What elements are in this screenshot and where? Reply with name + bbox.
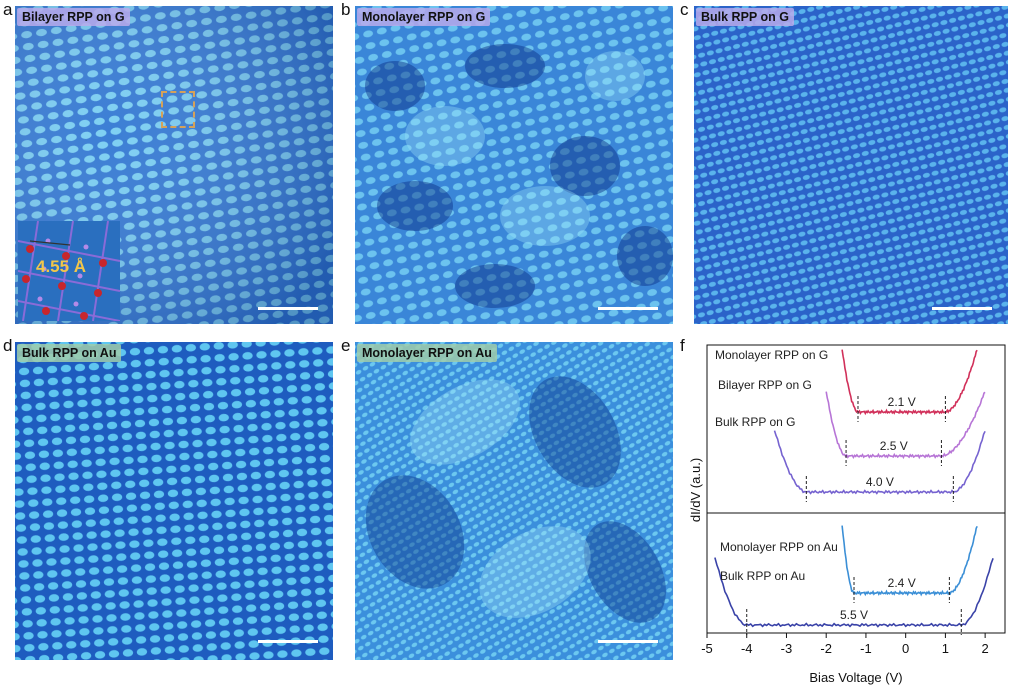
x-tick-label: 1: [942, 641, 949, 656]
x-tick-label: -1: [860, 641, 872, 656]
x-tick-label: -4: [741, 641, 753, 656]
stm-image-b: Monolayer RPP on G: [355, 6, 673, 324]
lattice-constant-label: 4.55 Å: [36, 257, 87, 276]
scale-bar-c: [932, 307, 992, 310]
crystal-structure-inset: 4.55 Å: [18, 221, 120, 321]
plot-frame: [706, 344, 1006, 634]
selection-box: [161, 91, 195, 128]
x-axis: -5 -4 -3 -2 -1 0 1 2: [701, 633, 989, 656]
x-tick-label: 2: [982, 641, 989, 656]
stm-image-c: Bulk RPP on G: [694, 6, 1008, 324]
panel-a-tag: Bilayer RPP on G: [17, 8, 130, 26]
stm-lattice-b: [355, 6, 673, 324]
panel-d-tag: Bulk RPP on Au: [17, 344, 122, 362]
spectrum-curve: [841, 349, 978, 416]
gap-label: 5.5 V: [840, 608, 868, 622]
stm-lattice-c: [694, 6, 1008, 324]
stm-lattice-e: [355, 342, 673, 660]
panel-letter-a: a: [3, 0, 13, 19]
stm-image-e: Monolayer RPP on Au: [355, 342, 673, 660]
series-label: Bulk RPP on G: [715, 415, 795, 429]
gap-label: 4.0 V: [866, 475, 894, 489]
spectra-curves: [714, 349, 994, 635]
x-tick-label: -3: [781, 641, 793, 656]
scale-bar-d: [258, 640, 318, 643]
spectrum-curve: [773, 430, 986, 495]
x-tick-label: 0: [902, 641, 909, 656]
series-label: Bulk RPP on Au: [720, 569, 805, 583]
scale-bar-e: [598, 640, 658, 643]
panel-letter-c: c: [680, 0, 689, 19]
panel-e-tag: Monolayer RPP on Au: [357, 344, 497, 362]
panel-letter-e: e: [341, 336, 351, 355]
panel-letter-d: d: [3, 336, 13, 355]
spectrum-curve: [825, 391, 986, 460]
series-label: Monolayer RPP on G: [715, 348, 828, 362]
panel-letter-f: f: [680, 336, 685, 355]
spectra-labels: Monolayer RPP on G 2.1 V Bilayer RPP on G 2…: [715, 348, 916, 622]
panel-letter-b: b: [341, 0, 351, 19]
series-label: Bilayer RPP on G: [718, 378, 812, 392]
gap-label: 2.4 V: [888, 576, 916, 590]
spectrum-curve: [841, 525, 978, 597]
scale-bar-a: [258, 307, 318, 310]
x-tick-label: -2: [820, 641, 832, 656]
x-axis-label: Bias Voltage (V): [809, 670, 902, 685]
y-axis-label: dI/dV (a.u.): [690, 458, 703, 522]
scale-bar-b: [598, 307, 658, 310]
sts-spectra-chart: Monolayer RPP on G 2.1 V Bilayer RPP on G 2…: [690, 344, 1006, 685]
series-label: Monolayer RPP on Au: [720, 540, 838, 554]
panel-c-tag: Bulk RPP on G: [696, 8, 794, 26]
stm-lattice-d: [15, 342, 333, 660]
spectrum-curve: [714, 557, 994, 628]
stm-image-a: Bilayer RPP on G 4.55 Å: [15, 6, 333, 324]
x-tick-label: -5: [701, 641, 713, 656]
panel-b-tag: Monolayer RPP on G: [357, 8, 491, 26]
gap-label: 2.1 V: [888, 395, 916, 409]
gap-label: 2.5 V: [880, 439, 908, 453]
stm-image-d: Bulk RPP on Au: [15, 342, 333, 660]
